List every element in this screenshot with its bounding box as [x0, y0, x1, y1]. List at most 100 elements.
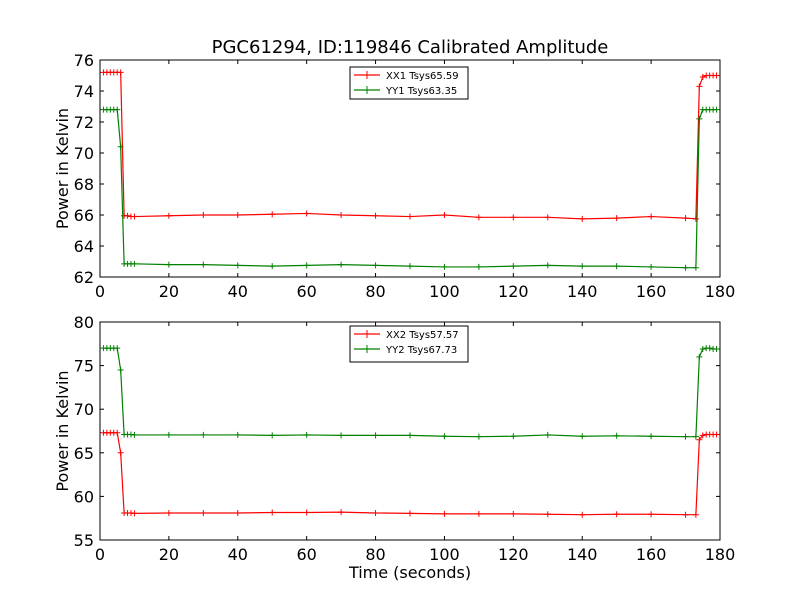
- plot-area-frame: [99, 59, 721, 278]
- y-tick-label: 70: [74, 144, 94, 163]
- series-1: [100, 429, 720, 518]
- data-point-marker: [441, 212, 448, 218]
- data-point-marker: [372, 432, 379, 439]
- x-tick-label: 120: [498, 282, 529, 301]
- data-point-marker: [682, 511, 689, 518]
- data-point-marker: [200, 212, 207, 218]
- data-point-marker: [510, 433, 517, 440]
- data-point-marker: [510, 510, 517, 517]
- data-point-marker: [269, 263, 276, 270]
- data-point-marker: [441, 433, 448, 440]
- x-tick-label: 160: [636, 545, 667, 564]
- data-point-marker: [696, 353, 703, 360]
- data-point-marker: [303, 210, 310, 217]
- data-point-marker: [441, 263, 448, 270]
- data-point-marker: [269, 432, 276, 439]
- x-tick-label: 80: [365, 282, 385, 301]
- data-point-marker: [338, 212, 345, 218]
- data-point-marker: [648, 433, 655, 440]
- y-tick-label: 74: [74, 82, 94, 101]
- data-point-marker: [613, 511, 620, 518]
- x-tick-label: 100: [429, 282, 460, 301]
- x-tick-label: 80: [365, 545, 385, 564]
- series-2: [100, 345, 720, 440]
- data-point-marker: [114, 345, 121, 352]
- data-point-marker: [269, 509, 276, 516]
- data-point-marker: [699, 432, 706, 439]
- data-point-marker: [338, 509, 345, 516]
- data-point-marker: [372, 509, 379, 516]
- y-tick-label: 66: [74, 206, 94, 225]
- data-point-marker: [692, 264, 699, 271]
- data-point-marker: [372, 262, 379, 269]
- data-point-marker: [692, 511, 699, 518]
- data-point-marker: [131, 431, 138, 438]
- data-point-marker: [544, 214, 551, 221]
- y-axis-label: Power in Kelvin: [53, 370, 72, 491]
- y-tick-label: 68: [74, 175, 94, 194]
- data-point-marker: [648, 511, 655, 518]
- data-point-marker: [165, 261, 172, 268]
- data-point-marker: [200, 509, 207, 516]
- data-point-marker: [269, 211, 276, 218]
- data-point-marker: [579, 263, 586, 270]
- data-point-marker: [696, 115, 703, 122]
- data-point-marker: [234, 212, 241, 218]
- data-point-marker: [165, 431, 172, 438]
- data-point-marker: [713, 431, 720, 438]
- data-point-marker: [131, 213, 138, 220]
- data-point-marker: [200, 431, 207, 438]
- subplot-1: 0 20 40 60 80 100 120 140 160 180 62 64 66 68 70 72 74 76…: [53, 51, 735, 301]
- data-point-marker: [441, 510, 448, 517]
- data-point-marker: [117, 143, 124, 150]
- legend-box: [349, 325, 469, 363]
- x-tick-label: 60: [296, 545, 316, 564]
- data-point-marker: [696, 436, 703, 443]
- data-point-marker: [475, 263, 482, 270]
- legend: XX2 Tsys57.57 YY2 Tsys67.73: [349, 325, 469, 363]
- data-point-marker: [699, 346, 706, 353]
- data-point-marker: [117, 69, 124, 76]
- x-tick-label: 160: [636, 282, 667, 301]
- data-point-marker: [117, 449, 124, 456]
- data-point-marker: [713, 346, 720, 353]
- y-tick-label: 65: [74, 444, 94, 463]
- data-point-marker: [124, 212, 131, 219]
- data-point-marker: [648, 213, 655, 220]
- data-point-marker: [165, 509, 172, 516]
- data-point-marker: [613, 432, 620, 439]
- data-point-marker: [510, 263, 517, 270]
- legend-entry-label: YY2 Tsys67.73: [385, 345, 457, 356]
- data-point-marker: [579, 511, 586, 518]
- legend: XX1 Tsys65.59 YY1 Tsys63.35: [349, 66, 469, 100]
- plot-area-frame: [99, 321, 721, 541]
- data-point-marker: [407, 432, 413, 439]
- data-point-marker: [114, 429, 121, 436]
- data-point-marker: [692, 433, 699, 440]
- y-tick-label: 60: [74, 487, 94, 506]
- legend-entry-label: XX2 Tsys57.57: [386, 330, 459, 341]
- data-point-marker: [613, 215, 620, 222]
- x-tick-label: 100: [429, 545, 460, 564]
- y-tick-label: 72: [74, 113, 94, 132]
- x-tick-label: 120: [498, 545, 529, 564]
- y-tick-label: 55: [74, 531, 94, 550]
- data-point-marker: [303, 431, 310, 438]
- x-tick-label: 0: [95, 282, 105, 301]
- data-point-marker: [475, 510, 482, 517]
- y-tick-label: 75: [74, 357, 94, 376]
- series-2: [100, 106, 720, 271]
- y-tick-label: 62: [74, 268, 94, 287]
- data-point-marker: [303, 509, 310, 516]
- data-point-marker: [682, 433, 689, 440]
- subplot-2: 0 20 40 60 80 100 120 140 160 180 55 60 65 70 75 80 Powe…: [53, 313, 735, 582]
- x-tick-label: 140: [567, 282, 598, 301]
- y-tick-label: 80: [74, 313, 94, 332]
- x-axis-label: Time (seconds): [348, 563, 471, 582]
- data-point-marker: [613, 263, 620, 270]
- data-point-marker: [648, 263, 655, 270]
- y-axis-label: Power in Kelvin: [53, 108, 72, 229]
- series-1: [100, 69, 720, 222]
- x-tick-label: 40: [228, 545, 248, 564]
